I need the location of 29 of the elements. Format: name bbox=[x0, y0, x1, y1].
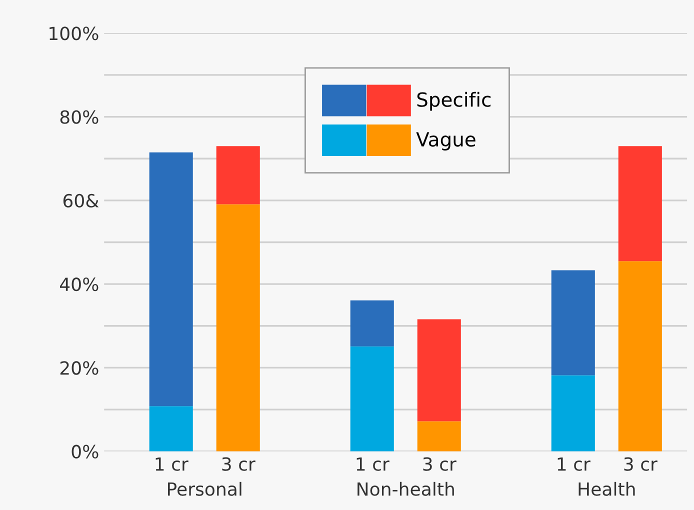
y-tick-label: 40% bbox=[60, 278, 98, 292]
bar bbox=[551, 375, 595, 452]
y-tick-label: 0% bbox=[72, 444, 98, 458]
y-tick-label: 20% bbox=[60, 361, 98, 375]
bar bbox=[350, 300, 394, 346]
bar bbox=[149, 406, 193, 452]
legend-label: Vague bbox=[416, 132, 476, 150]
bar bbox=[618, 146, 662, 262]
bar bbox=[417, 421, 461, 452]
x-tick-label: 1 cr bbox=[558, 457, 590, 471]
text: Personal bbox=[168, 482, 242, 496]
bar bbox=[149, 152, 193, 406]
x-tick-label: 1 cr bbox=[156, 457, 188, 471]
x-tick-label: 3 cr bbox=[222, 457, 256, 471]
y-tick-label: 80% bbox=[60, 110, 98, 124]
bar bbox=[216, 146, 260, 204]
y-tick-label: 60& bbox=[63, 194, 99, 208]
x-tick-label: 1 cr bbox=[356, 457, 390, 471]
text: Non-health bbox=[358, 482, 454, 496]
x-tick-label: 3 cr bbox=[624, 457, 658, 471]
bar bbox=[216, 204, 260, 452]
bar bbox=[618, 261, 662, 452]
bar bbox=[350, 346, 394, 452]
y-tick-label: 100% bbox=[50, 26, 98, 40]
text: Health bbox=[578, 482, 635, 496]
bar bbox=[417, 319, 461, 422]
legend-label: Specific bbox=[417, 92, 491, 111]
bar bbox=[551, 270, 595, 376]
x-tick-label: 3 cr bbox=[423, 457, 456, 471]
